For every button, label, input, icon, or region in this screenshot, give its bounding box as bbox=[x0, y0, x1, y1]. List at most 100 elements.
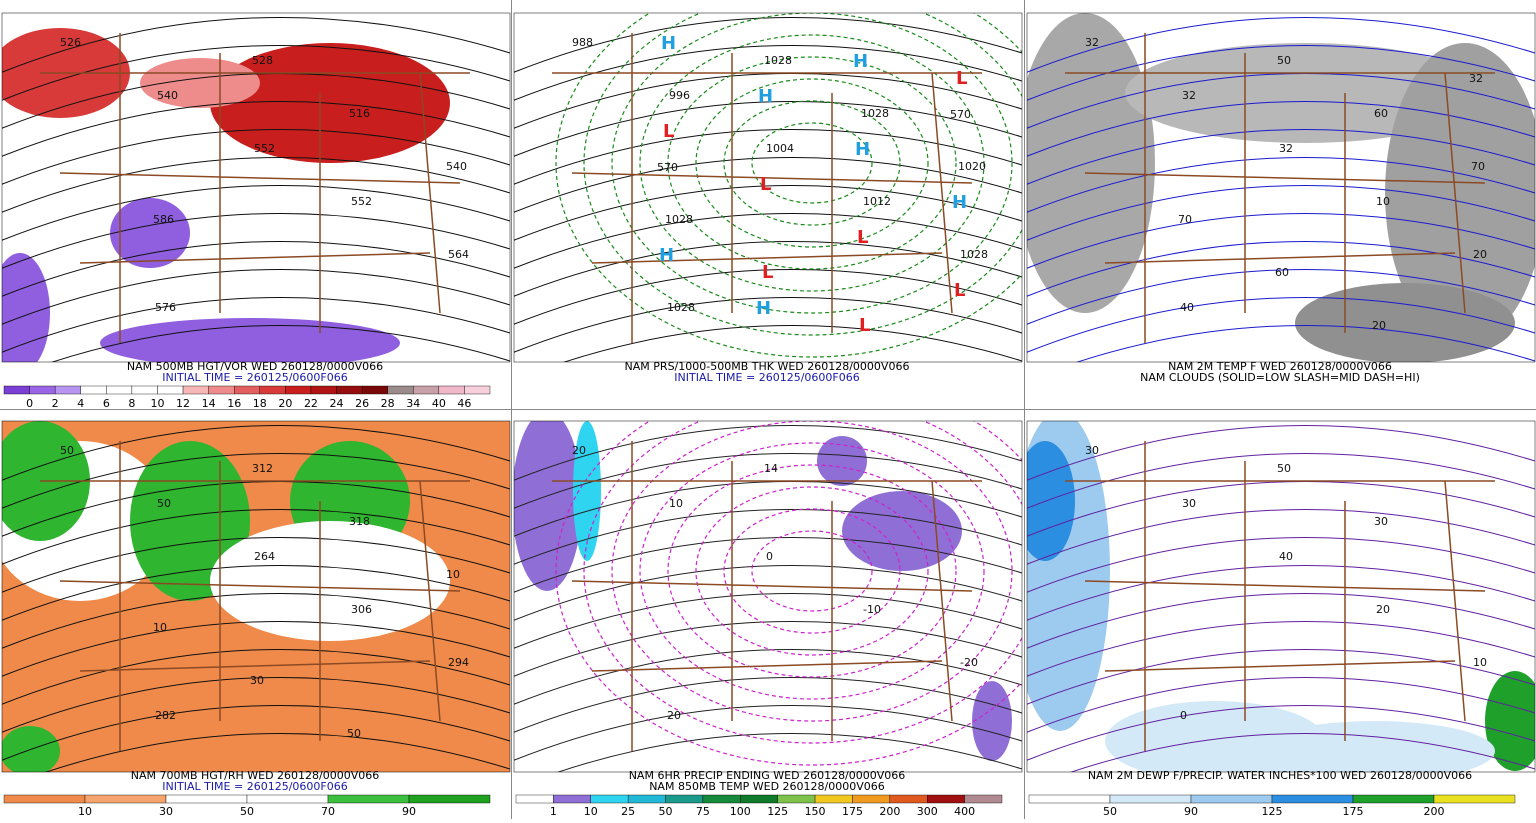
state-borders bbox=[1065, 33, 1495, 343]
state-borders bbox=[1065, 441, 1495, 751]
colorbar-label: 300 bbox=[917, 805, 938, 818]
colorbar-box bbox=[361, 385, 388, 395]
map-label: 20 bbox=[1473, 248, 1487, 261]
map-label: 50 bbox=[347, 727, 361, 740]
colorbar-box bbox=[157, 385, 184, 395]
caption: NAM 2M DEWP F/PRECIP. WATER INCHES*100 W… bbox=[1088, 769, 1472, 782]
contour bbox=[514, 184, 1022, 241]
contour bbox=[2, 44, 510, 101]
colorbar-label: 40 bbox=[432, 397, 446, 410]
colorbar-label: 50 bbox=[659, 805, 673, 818]
map-label: 10 bbox=[1376, 195, 1390, 208]
colorbar-box bbox=[106, 385, 133, 395]
contour bbox=[2, 704, 510, 761]
colorbar-label: 16 bbox=[227, 397, 241, 410]
dashed-contour bbox=[667, 56, 957, 270]
colorbar-box bbox=[54, 385, 81, 395]
dashed-contour bbox=[639, 34, 985, 292]
contour bbox=[51, 324, 510, 362]
map-label: L bbox=[859, 315, 870, 336]
panel: 526 540 552 552 564 576 528 516 540 586 NAM 500MB … bbox=[1, 12, 511, 410]
map-label: 318 bbox=[349, 515, 370, 528]
colorbar-label: 175 bbox=[1343, 805, 1364, 818]
contour bbox=[1027, 296, 1535, 353]
dashed-contour bbox=[583, 13, 1022, 336]
contour bbox=[1027, 424, 1535, 481]
colorbar-box bbox=[3, 385, 30, 395]
contour bbox=[514, 100, 1022, 157]
colorbar-box bbox=[438, 385, 465, 395]
map-label: 1028 bbox=[861, 107, 889, 120]
colorbar-box bbox=[889, 794, 928, 804]
map-label: 306 bbox=[351, 603, 372, 616]
field-area bbox=[1125, 43, 1485, 143]
map: 50 50 264 306 294 282 312 318 10 10 30 50 bbox=[2, 421, 510, 772]
map-label: H bbox=[758, 86, 773, 107]
contour bbox=[2, 212, 510, 269]
colorbar-label: 22 bbox=[304, 397, 318, 410]
colorbar-label: 24 bbox=[330, 397, 344, 410]
field-area bbox=[2, 253, 50, 362]
contour bbox=[514, 156, 1022, 213]
colorbar-label: 34 bbox=[406, 397, 420, 410]
map-label: 540 bbox=[157, 89, 178, 102]
map-label: -20 bbox=[960, 656, 978, 669]
colorbar-box bbox=[515, 794, 554, 804]
dashed-contour bbox=[639, 442, 985, 700]
colorbar-label: 6 bbox=[103, 397, 110, 410]
map-label: 40 bbox=[1180, 301, 1194, 314]
contour bbox=[557, 732, 1022, 772]
contour bbox=[1027, 184, 1535, 241]
map-label: 540 bbox=[446, 160, 467, 173]
contour bbox=[514, 72, 1022, 129]
contour bbox=[514, 648, 1022, 705]
contour bbox=[1027, 592, 1535, 649]
map-label: L bbox=[663, 121, 674, 142]
map-label: 570 bbox=[950, 108, 971, 121]
colorbar-label: 30 bbox=[159, 805, 173, 818]
contour bbox=[514, 296, 1022, 353]
state-borders bbox=[552, 441, 982, 751]
map-label: 20 bbox=[667, 709, 681, 722]
colorbar-label: 70 bbox=[321, 805, 335, 818]
contour bbox=[1027, 72, 1535, 129]
contour bbox=[45, 732, 510, 772]
contour bbox=[2, 592, 510, 649]
colorbar-box bbox=[310, 385, 337, 395]
contour bbox=[514, 564, 1022, 621]
colorbar-box bbox=[814, 794, 853, 804]
map-label: 50 bbox=[1277, 462, 1291, 475]
field-area bbox=[817, 436, 867, 486]
panel: 32 32 32 10 20 40 50 60 70 70 60 20 32 NAM 2M TEMP F … bbox=[1026, 12, 1536, 384]
map-label: 32 bbox=[1085, 36, 1099, 49]
colorbar-box bbox=[387, 385, 414, 395]
caption: INITIAL TIME = 260125/0600F066 bbox=[162, 371, 347, 384]
caption: INITIAL TIME = 260125/0600F066 bbox=[162, 780, 347, 793]
state-borders bbox=[552, 33, 982, 343]
colorbar-box bbox=[80, 385, 107, 395]
colorbar-label: 200 bbox=[1424, 805, 1445, 818]
dashed-contour bbox=[611, 13, 1013, 314]
map-label: 586 bbox=[153, 213, 174, 226]
map-background bbox=[514, 13, 1022, 362]
colorbar-label: 0 bbox=[26, 397, 33, 410]
contour bbox=[1027, 452, 1535, 509]
contour bbox=[2, 184, 510, 241]
colorbar-label: 8 bbox=[128, 397, 135, 410]
map-label: 14 bbox=[764, 462, 778, 475]
map-label: 60 bbox=[1374, 107, 1388, 120]
field-area bbox=[573, 421, 601, 561]
contour bbox=[1027, 240, 1535, 297]
colorbar-label: 400 bbox=[954, 805, 975, 818]
dashed-contour bbox=[695, 78, 929, 248]
contour bbox=[2, 100, 510, 157]
contour bbox=[514, 452, 1022, 509]
field-area bbox=[972, 681, 1012, 761]
field-area bbox=[110, 198, 190, 268]
colorbar-box bbox=[590, 794, 629, 804]
field-area bbox=[514, 421, 582, 591]
field-area bbox=[1027, 441, 1075, 561]
map-label: 552 bbox=[351, 195, 372, 208]
contour bbox=[514, 592, 1022, 649]
dashed-contour bbox=[555, 13, 1022, 358]
